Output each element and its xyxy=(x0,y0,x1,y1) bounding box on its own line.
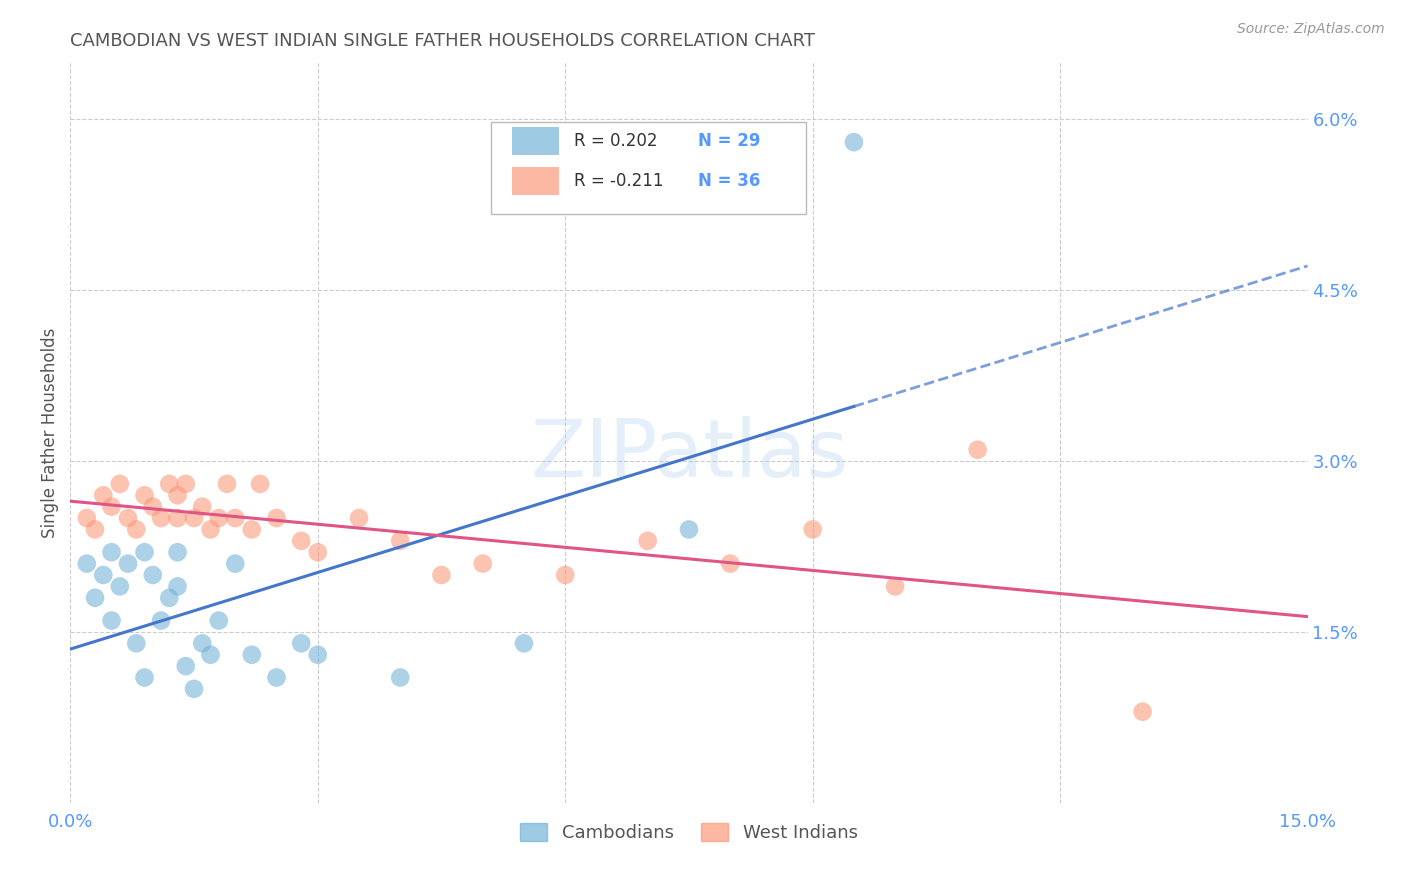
Point xyxy=(166,545,188,559)
Point xyxy=(842,135,865,149)
Point xyxy=(471,557,494,571)
Point xyxy=(166,488,188,502)
Legend: Cambodians, West Indians: Cambodians, West Indians xyxy=(513,815,865,849)
Bar xyxy=(512,167,560,195)
Point xyxy=(266,671,288,685)
Text: CAMBODIAN VS WEST INDIAN SINGLE FATHER HOUSEHOLDS CORRELATION CHART: CAMBODIAN VS WEST INDIAN SINGLE FATHER H… xyxy=(70,32,815,50)
Point xyxy=(91,568,114,582)
Point xyxy=(84,523,107,537)
Point xyxy=(513,636,536,650)
Point xyxy=(191,500,214,514)
Point xyxy=(224,557,246,571)
Point xyxy=(347,511,370,525)
Point xyxy=(389,671,412,685)
Point xyxy=(91,488,114,502)
Point xyxy=(266,511,288,525)
Point xyxy=(125,636,148,650)
Point xyxy=(117,557,139,571)
Point xyxy=(174,659,197,673)
Point xyxy=(150,511,173,525)
Point xyxy=(307,648,329,662)
Point xyxy=(117,511,139,525)
Point xyxy=(208,511,231,525)
Point xyxy=(76,557,98,571)
Point xyxy=(100,614,122,628)
Point xyxy=(84,591,107,605)
Point xyxy=(100,545,122,559)
Text: R = -0.211: R = -0.211 xyxy=(574,172,664,190)
Point xyxy=(100,500,122,514)
Point xyxy=(389,533,412,548)
Point xyxy=(290,636,312,650)
Bar xyxy=(512,127,560,155)
Point xyxy=(966,442,988,457)
Point xyxy=(157,476,180,491)
Point xyxy=(637,533,659,548)
Point xyxy=(183,681,205,696)
Point xyxy=(249,476,271,491)
Point xyxy=(142,500,165,514)
Text: R = 0.202: R = 0.202 xyxy=(574,132,658,150)
Point xyxy=(215,476,238,491)
Point xyxy=(76,511,98,525)
Y-axis label: Single Father Households: Single Father Households xyxy=(41,327,59,538)
Point xyxy=(307,545,329,559)
Point xyxy=(554,568,576,582)
Point xyxy=(1132,705,1154,719)
Point xyxy=(166,511,188,525)
Point xyxy=(183,511,205,525)
FancyBboxPatch shape xyxy=(491,121,807,214)
Point xyxy=(108,476,131,491)
Point xyxy=(157,591,180,605)
Point xyxy=(200,648,222,662)
Point xyxy=(166,579,188,593)
Point xyxy=(290,533,312,548)
Point xyxy=(801,523,824,537)
Point xyxy=(240,648,263,662)
Point xyxy=(108,579,131,593)
Text: ZIPatlas: ZIPatlas xyxy=(530,416,848,494)
Point xyxy=(208,614,231,628)
Point xyxy=(174,476,197,491)
Text: N = 36: N = 36 xyxy=(697,172,761,190)
Text: N = 29: N = 29 xyxy=(697,132,761,150)
Point xyxy=(200,523,222,537)
Point xyxy=(430,568,453,582)
Point xyxy=(678,523,700,537)
Point xyxy=(240,523,263,537)
Point xyxy=(191,636,214,650)
Point xyxy=(142,568,165,582)
Point xyxy=(134,488,156,502)
Point xyxy=(884,579,907,593)
Text: Source: ZipAtlas.com: Source: ZipAtlas.com xyxy=(1237,22,1385,37)
Point xyxy=(125,523,148,537)
Point xyxy=(134,545,156,559)
Point xyxy=(224,511,246,525)
Point xyxy=(150,614,173,628)
Point xyxy=(134,671,156,685)
Point xyxy=(718,557,741,571)
